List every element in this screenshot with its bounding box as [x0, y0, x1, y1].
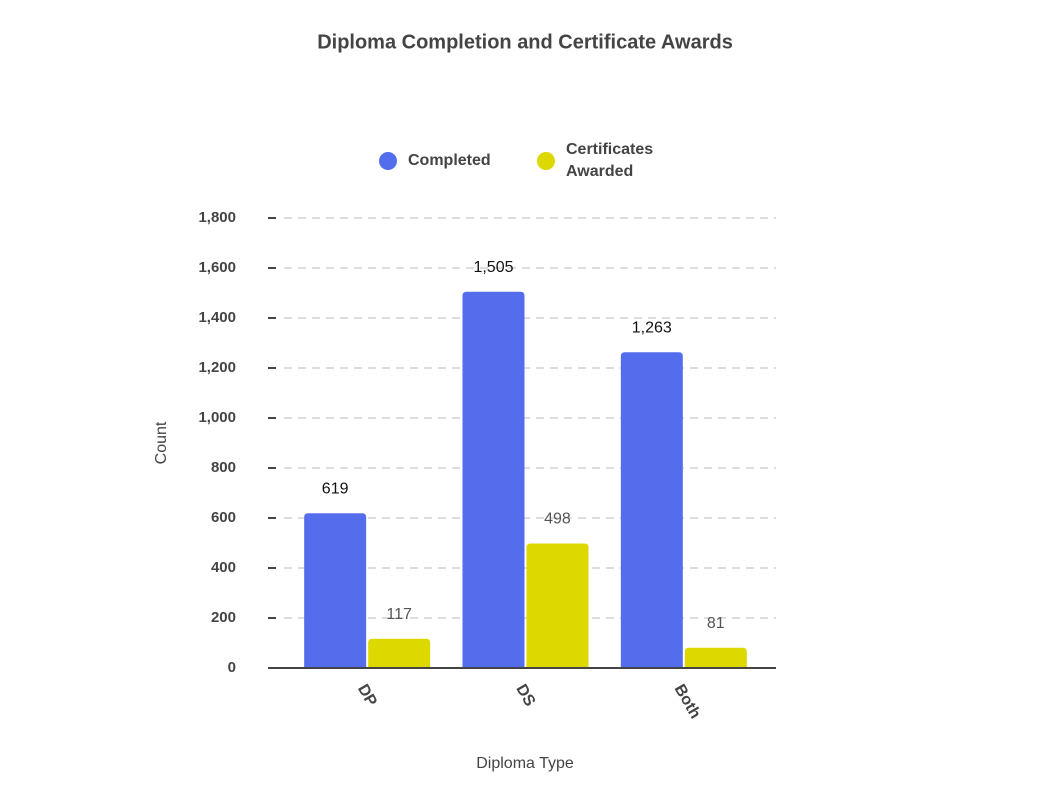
legend-marker [537, 152, 555, 170]
bar [526, 543, 589, 668]
legend-label: Completed [408, 152, 491, 169]
y-tick-label: 200 [211, 609, 236, 626]
value-label: 619 [322, 480, 349, 497]
y-tick-label: 0 [228, 659, 236, 676]
y-tick-label: 1,200 [198, 359, 236, 376]
x-tick-label: DS [512, 682, 538, 710]
value-label: 117 [386, 606, 412, 623]
legend-label: Certificates Awarded [566, 141, 654, 180]
legend-entry: Certificates Awarded [566, 141, 654, 180]
legend-entry: Completed [408, 152, 491, 169]
value-label: 498 [544, 511, 571, 528]
chart-title: Diploma Completion and Certificate Award… [317, 31, 733, 53]
x-axis-title: Diploma Type [476, 755, 574, 772]
y-tick-label: 400 [211, 559, 236, 576]
bar [684, 647, 747, 668]
value-label: 81 [707, 615, 725, 632]
bar [304, 513, 367, 668]
value-label: 1,263 [632, 319, 672, 336]
bar [368, 638, 431, 668]
bar [620, 352, 683, 668]
x-tick-label: DP [354, 682, 380, 710]
y-tick-label: 1,800 [198, 209, 236, 226]
bar [462, 291, 525, 668]
y-tick-label: 1,600 [198, 259, 236, 276]
y-tick-label: 1,400 [198, 309, 236, 326]
legend-marker [379, 152, 397, 170]
x-tick-label: Both [671, 682, 704, 722]
y-tick-label: 1,000 [198, 409, 236, 426]
y-axis-title: Count [153, 421, 170, 464]
y-tick-label: 600 [211, 509, 236, 526]
y-tick-label: 800 [211, 459, 236, 476]
value-label: 1,505 [473, 259, 513, 276]
